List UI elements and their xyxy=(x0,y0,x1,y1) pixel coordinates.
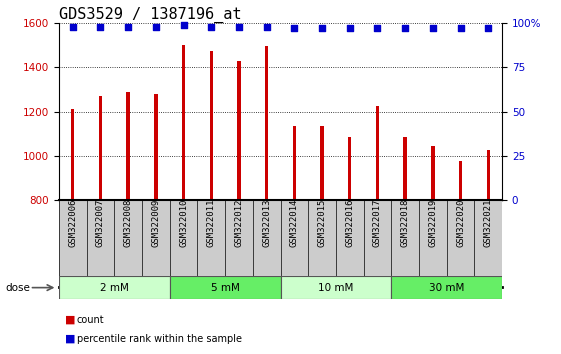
Point xyxy=(262,24,271,29)
Text: 2 mM: 2 mM xyxy=(100,282,128,293)
Point xyxy=(68,24,77,29)
Bar xyxy=(71,109,75,200)
Text: ■: ■ xyxy=(65,334,75,344)
Point xyxy=(456,25,465,31)
Point xyxy=(151,24,160,29)
Point xyxy=(429,25,438,31)
Bar xyxy=(348,137,351,200)
Bar xyxy=(265,46,268,200)
Bar xyxy=(280,276,392,299)
Bar xyxy=(99,96,102,200)
Point xyxy=(318,25,327,31)
Bar xyxy=(459,161,462,200)
Point xyxy=(373,25,382,31)
Point xyxy=(345,25,354,31)
Bar xyxy=(293,126,296,200)
Text: 30 mM: 30 mM xyxy=(429,282,465,293)
Text: 10 mM: 10 mM xyxy=(318,282,353,293)
Point xyxy=(484,25,493,31)
Bar xyxy=(154,94,158,200)
Text: GDS3529 / 1387196_at: GDS3529 / 1387196_at xyxy=(59,7,241,23)
Text: dose: dose xyxy=(6,282,30,293)
Text: percentile rank within the sample: percentile rank within the sample xyxy=(77,334,242,344)
Point xyxy=(234,24,243,29)
Text: 5 mM: 5 mM xyxy=(211,282,240,293)
Bar xyxy=(320,126,324,200)
Point xyxy=(401,25,410,31)
Bar xyxy=(431,146,435,200)
Point xyxy=(179,22,188,28)
Bar xyxy=(59,276,169,299)
Bar xyxy=(376,106,379,200)
Bar xyxy=(169,276,280,299)
Bar xyxy=(182,45,185,200)
Point xyxy=(207,24,216,29)
Bar xyxy=(486,150,490,200)
Bar xyxy=(210,51,213,200)
Bar xyxy=(126,92,130,200)
Point xyxy=(290,25,299,31)
Point xyxy=(123,24,132,29)
Text: ■: ■ xyxy=(65,315,75,325)
Text: count: count xyxy=(77,315,104,325)
Bar xyxy=(403,137,407,200)
Bar xyxy=(237,61,241,200)
Bar xyxy=(392,276,502,299)
Point xyxy=(96,24,105,29)
